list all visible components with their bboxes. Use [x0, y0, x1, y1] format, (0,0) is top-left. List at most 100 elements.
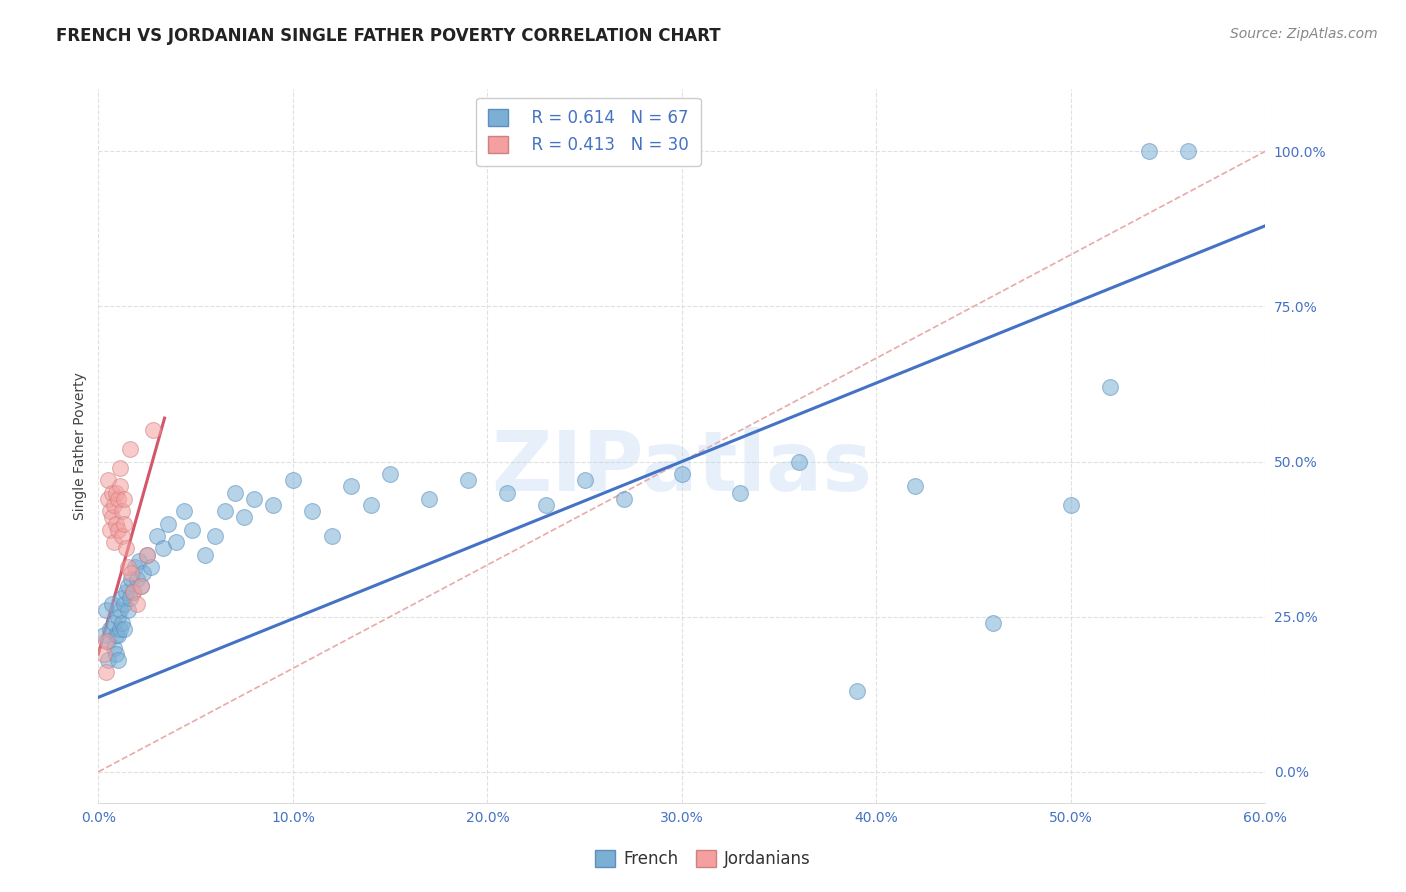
Point — [128, 554, 150, 568]
Point — [103, 498, 125, 512]
Point — [281, 473, 304, 487]
Point — [97, 473, 120, 487]
Point — [534, 498, 557, 512]
Point — [233, 510, 256, 524]
Point — [730, 485, 752, 500]
Point — [108, 460, 131, 475]
Point — [96, 603, 118, 617]
Point — [97, 653, 120, 667]
Point — [101, 510, 124, 524]
Legend: French, Jordanians: French, Jordanians — [589, 843, 817, 875]
Point — [117, 579, 139, 593]
Point — [117, 560, 139, 574]
Point — [103, 615, 125, 630]
Point — [107, 491, 129, 506]
Point — [98, 504, 121, 518]
Y-axis label: Single Father Poverty: Single Father Poverty — [73, 372, 87, 520]
Point — [194, 548, 217, 562]
Point — [108, 603, 131, 617]
Point — [112, 622, 135, 636]
Text: ZIPatlas: ZIPatlas — [492, 427, 872, 508]
Point — [104, 647, 127, 661]
Point — [214, 504, 236, 518]
Legend:   R = 0.614   N = 67,   R = 0.413   N = 30: R = 0.614 N = 67, R = 0.413 N = 30 — [477, 97, 700, 166]
Point — [671, 467, 693, 481]
Point — [457, 473, 479, 487]
Point — [146, 529, 169, 543]
Point — [122, 584, 145, 599]
Point — [117, 603, 139, 617]
Point — [111, 504, 134, 518]
Point — [180, 523, 202, 537]
Point — [418, 491, 440, 506]
Point — [112, 516, 135, 531]
Point — [129, 579, 152, 593]
Point — [121, 573, 143, 587]
Point — [904, 479, 927, 493]
Point — [981, 615, 1004, 630]
Point — [104, 485, 127, 500]
Point — [107, 653, 129, 667]
Point — [96, 665, 118, 680]
Point — [122, 584, 145, 599]
Point — [93, 647, 115, 661]
Point — [111, 529, 134, 543]
Point — [97, 634, 120, 648]
Point — [127, 597, 149, 611]
Point — [98, 622, 121, 636]
Point — [1098, 380, 1121, 394]
Point — [103, 535, 125, 549]
Point — [114, 541, 136, 556]
Text: Source: ZipAtlas.com: Source: ZipAtlas.com — [1230, 27, 1378, 41]
Point — [118, 442, 141, 456]
Point — [98, 523, 121, 537]
Point — [1137, 145, 1160, 159]
Text: FRENCH VS JORDANIAN SINGLE FATHER POVERTY CORRELATION CHART: FRENCH VS JORDANIAN SINGLE FATHER POVERT… — [56, 27, 721, 45]
Point — [173, 504, 195, 518]
Point — [243, 491, 266, 506]
Point — [121, 566, 143, 581]
Point — [112, 597, 135, 611]
Point — [104, 628, 127, 642]
Point — [165, 535, 187, 549]
Point — [380, 467, 402, 481]
Point — [1060, 498, 1083, 512]
Point — [204, 529, 226, 543]
Point — [96, 634, 118, 648]
Point — [152, 541, 174, 556]
Point — [93, 628, 115, 642]
Point — [107, 609, 129, 624]
Point — [360, 498, 382, 512]
Point — [107, 628, 129, 642]
Point — [142, 424, 165, 438]
Point — [1177, 145, 1199, 159]
Point — [224, 485, 246, 500]
Point — [787, 454, 810, 468]
Point — [132, 566, 155, 581]
Point — [613, 491, 636, 506]
Point — [127, 573, 149, 587]
Point — [108, 479, 131, 493]
Point — [118, 591, 141, 605]
Point — [107, 523, 129, 537]
Point — [321, 529, 343, 543]
Point — [101, 485, 124, 500]
Point — [574, 473, 596, 487]
Point — [108, 622, 131, 636]
Point — [112, 491, 135, 506]
Point — [139, 560, 162, 574]
Point — [846, 684, 869, 698]
Point — [129, 579, 152, 593]
Point — [496, 485, 519, 500]
Point — [111, 591, 134, 605]
Point — [340, 479, 363, 493]
Point — [97, 491, 120, 506]
Point — [114, 584, 136, 599]
Point — [301, 504, 323, 518]
Point — [101, 597, 124, 611]
Point — [104, 516, 127, 531]
Point — [136, 548, 159, 562]
Point — [136, 548, 159, 562]
Point — [111, 615, 134, 630]
Point — [124, 560, 146, 574]
